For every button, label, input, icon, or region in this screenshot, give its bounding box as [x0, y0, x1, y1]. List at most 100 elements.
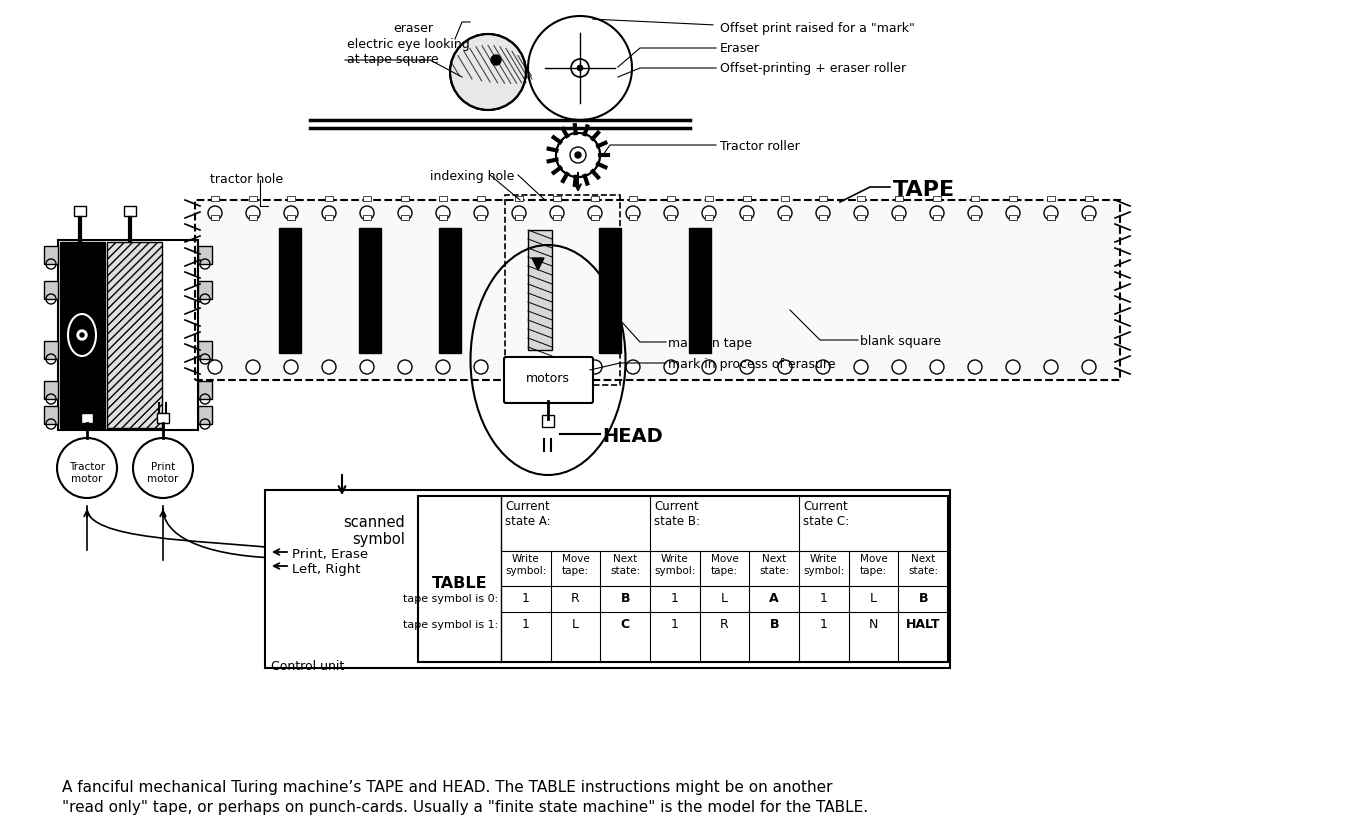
Text: L: L [572, 618, 579, 632]
Bar [629, 196, 637, 201]
Bar [363, 196, 371, 201]
Circle shape [436, 360, 449, 374]
Text: HALT: HALT [906, 618, 941, 632]
Circle shape [512, 360, 526, 374]
Bar [43, 406, 58, 424]
Bar [287, 196, 295, 201]
Text: B: B [918, 593, 928, 606]
Circle shape [208, 360, 221, 374]
Bar [553, 215, 561, 220]
Bar [439, 196, 447, 201]
Text: tape symbol is 1:: tape symbol is 1: [403, 620, 498, 630]
Text: Next
state:: Next state: [759, 554, 789, 575]
Text: Next
state:: Next state: [610, 554, 640, 575]
Circle shape [702, 360, 716, 374]
Circle shape [930, 360, 944, 374]
Circle shape [512, 206, 526, 220]
Text: Print, Erase
Left, Right: Print, Erase Left, Right [292, 548, 368, 576]
Circle shape [570, 147, 587, 163]
Text: indexing hole: indexing hole [430, 170, 515, 183]
Circle shape [550, 206, 564, 220]
Bar [705, 196, 713, 201]
Bar [515, 215, 523, 220]
Circle shape [360, 206, 373, 220]
Text: 1: 1 [820, 593, 828, 606]
Bar [43, 381, 58, 399]
Circle shape [892, 206, 906, 220]
Circle shape [930, 206, 944, 220]
Circle shape [398, 360, 411, 374]
Bar [667, 196, 675, 201]
Text: Print
motor: Print motor [147, 462, 179, 484]
Bar [743, 196, 751, 201]
Circle shape [322, 206, 335, 220]
Text: tape symbol is 0:: tape symbol is 0: [403, 594, 498, 604]
Bar [971, 215, 979, 220]
Bar [1085, 196, 1093, 201]
Bar [43, 246, 58, 264]
Text: Offset print raised for a "mark": Offset print raised for a "mark" [720, 22, 915, 35]
Bar [591, 196, 599, 201]
Circle shape [1006, 360, 1020, 374]
Bar [629, 215, 637, 220]
Circle shape [208, 206, 221, 220]
Circle shape [80, 333, 84, 337]
Text: C: C [621, 618, 630, 632]
Bar [418, 496, 948, 662]
Bar [1085, 215, 1093, 220]
Circle shape [588, 360, 602, 374]
Circle shape [474, 206, 488, 220]
Text: Next
state:: Next state: [909, 554, 938, 575]
Bar [81, 413, 92, 423]
Text: Write
symbol:: Write symbol: [505, 554, 546, 575]
Bar [857, 196, 865, 201]
Text: mark in process of erasure: mark in process of erasure [668, 358, 835, 371]
Text: Current
state B:: Current state B: [655, 500, 699, 528]
Text: 1: 1 [521, 618, 530, 632]
Circle shape [1044, 360, 1058, 374]
Text: B: B [770, 618, 779, 632]
Circle shape [702, 206, 716, 220]
Bar [43, 341, 58, 359]
Circle shape [854, 360, 868, 374]
Text: tractor hole: tractor hole [210, 173, 282, 186]
Text: motors: motors [526, 372, 570, 384]
Text: Tractor roller: Tractor roller [720, 140, 800, 153]
Text: B: B [621, 593, 630, 606]
Bar [210, 215, 219, 220]
Text: Move
tape:: Move tape: [562, 554, 589, 575]
Text: Current
state C:: Current state C: [803, 500, 849, 528]
Text: N: N [869, 618, 879, 632]
Circle shape [892, 360, 906, 374]
Polygon shape [532, 258, 545, 270]
Bar [198, 406, 212, 424]
Text: electric eye looking
at tape square: electric eye looking at tape square [348, 38, 470, 66]
Circle shape [398, 206, 411, 220]
Bar [781, 215, 789, 220]
Bar [1047, 215, 1055, 220]
Circle shape [1082, 206, 1096, 220]
Circle shape [284, 206, 297, 220]
Text: A: A [770, 593, 779, 606]
Circle shape [555, 133, 600, 177]
Text: 1: 1 [820, 618, 828, 632]
Text: eraser: eraser [392, 22, 433, 35]
Circle shape [77, 330, 87, 340]
Text: L: L [870, 593, 877, 606]
Circle shape [246, 206, 259, 220]
Text: Offset-printing + eraser roller: Offset-printing + eraser roller [720, 62, 906, 75]
Circle shape [588, 206, 602, 220]
Circle shape [968, 206, 982, 220]
Bar [198, 246, 212, 264]
Bar [124, 206, 136, 216]
Bar [359, 228, 382, 353]
Text: Eraser: Eraser [720, 42, 760, 55]
Bar [198, 381, 212, 399]
Bar [667, 215, 675, 220]
Bar [477, 215, 485, 220]
Text: 1: 1 [671, 618, 679, 632]
Circle shape [626, 360, 640, 374]
Bar [60, 242, 105, 428]
Bar [971, 196, 979, 201]
Bar [196, 200, 1120, 380]
